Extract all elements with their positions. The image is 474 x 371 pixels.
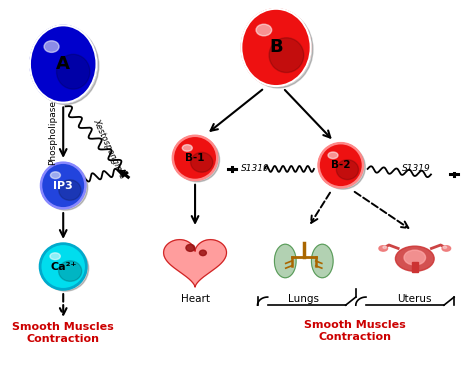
Ellipse shape — [43, 164, 88, 210]
Text: A: A — [56, 55, 70, 73]
Text: Xestospongin C: Xestospongin C — [91, 117, 128, 180]
Text: Ca²⁺: Ca²⁺ — [50, 262, 76, 272]
Ellipse shape — [59, 261, 82, 281]
Ellipse shape — [274, 244, 296, 278]
Polygon shape — [164, 240, 227, 287]
Ellipse shape — [443, 246, 447, 249]
Ellipse shape — [50, 253, 60, 260]
Text: Phospholipase: Phospholipase — [48, 100, 57, 165]
Ellipse shape — [182, 145, 192, 151]
Ellipse shape — [244, 11, 313, 88]
Ellipse shape — [173, 136, 217, 180]
Ellipse shape — [337, 160, 358, 180]
Text: B: B — [269, 39, 283, 56]
Text: S1319: S1319 — [241, 164, 270, 173]
Ellipse shape — [321, 145, 365, 189]
Text: B-1: B-1 — [185, 153, 205, 163]
Bar — [411, 262, 418, 272]
Polygon shape — [164, 240, 227, 287]
Ellipse shape — [191, 152, 213, 172]
Ellipse shape — [200, 250, 206, 256]
Text: Heart: Heart — [181, 294, 210, 304]
Ellipse shape — [42, 246, 89, 291]
Ellipse shape — [383, 246, 386, 249]
Ellipse shape — [256, 24, 272, 36]
Text: Smooth Muscles
Contraction: Smooth Muscles Contraction — [304, 321, 406, 342]
Ellipse shape — [44, 41, 59, 52]
Ellipse shape — [269, 38, 304, 73]
Ellipse shape — [175, 138, 219, 182]
Ellipse shape — [41, 162, 85, 209]
Ellipse shape — [50, 172, 61, 179]
Ellipse shape — [186, 244, 195, 252]
Ellipse shape — [30, 25, 97, 103]
Text: S1319: S1319 — [402, 164, 431, 173]
Text: B-2: B-2 — [331, 160, 350, 170]
Ellipse shape — [319, 143, 363, 187]
Text: Uterus: Uterus — [398, 294, 432, 304]
Ellipse shape — [311, 244, 333, 278]
Ellipse shape — [40, 244, 86, 289]
Ellipse shape — [379, 246, 388, 251]
Ellipse shape — [56, 54, 90, 89]
Text: IP3: IP3 — [54, 181, 73, 190]
Ellipse shape — [241, 9, 310, 86]
Ellipse shape — [59, 180, 81, 200]
Text: Smooth Muscles
Contraction: Smooth Muscles Contraction — [12, 322, 114, 344]
Text: Lungs: Lungs — [288, 294, 319, 304]
Ellipse shape — [328, 152, 338, 159]
Ellipse shape — [442, 246, 451, 251]
Ellipse shape — [404, 250, 426, 265]
Ellipse shape — [395, 246, 434, 271]
Ellipse shape — [32, 27, 99, 105]
